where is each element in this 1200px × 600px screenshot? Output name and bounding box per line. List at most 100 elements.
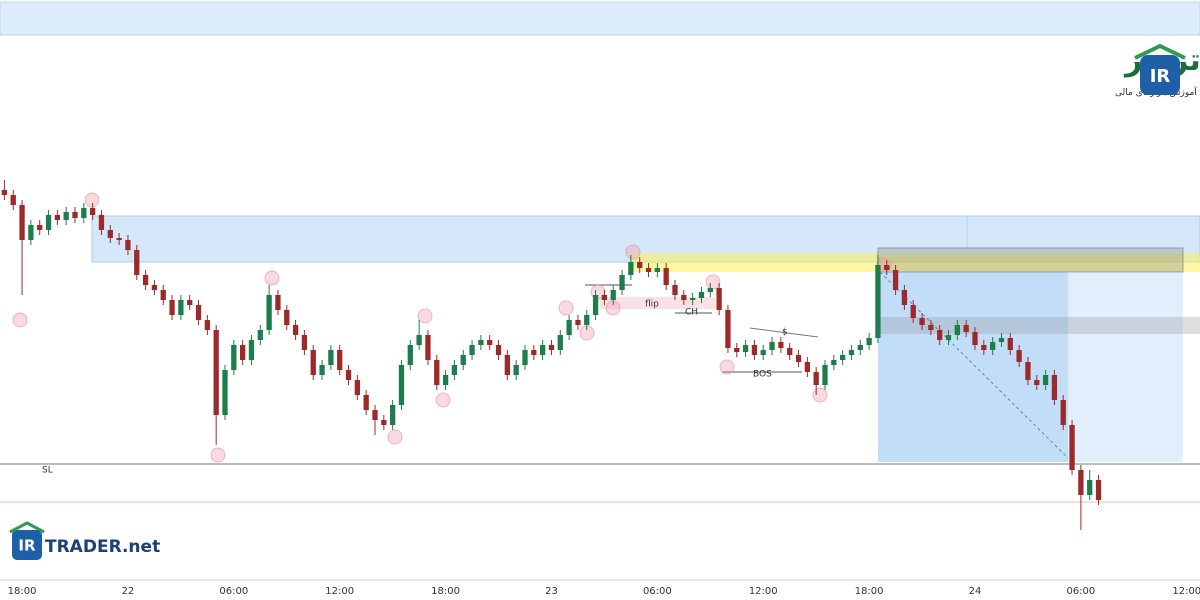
pins <box>12 192 892 463</box>
candle-body <box>134 250 140 275</box>
candle-body <box>19 205 25 240</box>
candle-body <box>160 290 166 300</box>
candle-body <box>813 372 819 385</box>
candle-body <box>178 300 184 315</box>
candle-body <box>919 318 925 325</box>
candle-body <box>619 275 625 290</box>
candle-body <box>125 240 131 250</box>
x-tick-label: 23 <box>545 586 558 597</box>
annotations: flip CH BOS $ SL <box>42 300 788 476</box>
zones <box>0 1 1200 581</box>
candle-body <box>778 342 784 348</box>
candle-body <box>972 332 978 345</box>
swing-pin <box>435 392 451 408</box>
candle-body <box>734 348 740 352</box>
candle-body <box>601 295 608 300</box>
candle-body <box>425 335 431 360</box>
annotation: flip <box>645 300 659 310</box>
candle-body <box>434 360 440 385</box>
candle-body <box>1078 470 1084 495</box>
swing-pin <box>84 192 100 208</box>
candle-body <box>628 262 634 275</box>
candle-body <box>204 320 210 330</box>
candle-body <box>937 330 943 340</box>
candle-body <box>884 265 890 270</box>
x-tick-label: 18:00 <box>8 586 37 597</box>
candle-body <box>681 295 687 300</box>
candle-body <box>187 300 193 305</box>
candle-body <box>319 365 325 375</box>
logo-cap <box>1134 43 1186 60</box>
candle-body <box>610 290 616 300</box>
candle-body <box>575 320 581 325</box>
candle-body <box>672 285 678 295</box>
candle-body <box>390 405 396 425</box>
candle-body <box>742 345 749 352</box>
candle-body <box>90 208 96 215</box>
candle-body <box>760 350 766 355</box>
candle-body <box>981 345 987 350</box>
candle-body <box>857 345 863 350</box>
candle-body <box>945 335 952 340</box>
candle-body <box>398 365 405 405</box>
swing-pin <box>719 359 735 375</box>
x-tick-label: 06:00 <box>643 586 672 597</box>
x-tick-label: 24 <box>969 586 982 597</box>
swing-pin <box>625 244 641 260</box>
candle-body <box>231 345 237 370</box>
candle-body <box>213 330 219 415</box>
candle-body <box>63 212 69 220</box>
candle-body <box>169 300 175 315</box>
candle-body <box>416 335 422 345</box>
candle-body <box>1087 480 1093 495</box>
brand-cap <box>9 521 45 534</box>
annotation: $ <box>782 328 788 338</box>
candle-body <box>381 420 387 425</box>
swing-pin <box>558 300 574 316</box>
candle-body <box>1007 338 1013 350</box>
brand-mark: IR <box>18 537 36 555</box>
candle-body <box>557 335 563 350</box>
candle-body <box>257 330 263 340</box>
candle-body <box>540 345 546 355</box>
brand-mark-box <box>12 530 42 560</box>
candle-body <box>901 290 908 305</box>
candle-body <box>301 335 308 350</box>
candle-body <box>266 295 272 330</box>
candle-body <box>707 288 713 292</box>
liquidity-line <box>749 327 819 338</box>
candle-body <box>142 275 149 285</box>
candle-body <box>1042 375 1049 385</box>
candle-body <box>98 215 105 230</box>
x-tick-label: 18:00 <box>431 586 460 597</box>
candles <box>1 180 1102 530</box>
candle-body <box>548 345 555 350</box>
candle-body <box>840 355 846 360</box>
candle-body <box>407 345 413 365</box>
candle-body <box>451 365 458 375</box>
logo-mark-box <box>1140 55 1180 95</box>
candle-body <box>990 342 996 350</box>
candle-body <box>10 195 16 205</box>
swing-pin <box>12 312 28 328</box>
candle-body <box>460 355 466 365</box>
candle-body <box>354 380 360 395</box>
candle-body <box>831 360 837 365</box>
candle-body <box>81 208 87 218</box>
projection-line <box>879 271 1069 459</box>
candle-body <box>963 325 969 332</box>
candle-body <box>487 340 493 345</box>
candle-body <box>222 370 228 415</box>
candle-body <box>1025 362 1031 380</box>
candle-body <box>116 238 122 240</box>
candle-body <box>804 362 810 372</box>
x-tick-label: 06:00 <box>219 586 248 597</box>
candle-body <box>54 215 60 220</box>
candle-body <box>310 350 316 375</box>
candle-body <box>592 295 599 315</box>
annotation: BOS <box>753 370 772 380</box>
candle-body <box>248 340 255 360</box>
candle-body <box>292 325 299 335</box>
candle-body <box>107 230 113 238</box>
candle-body <box>372 410 378 420</box>
